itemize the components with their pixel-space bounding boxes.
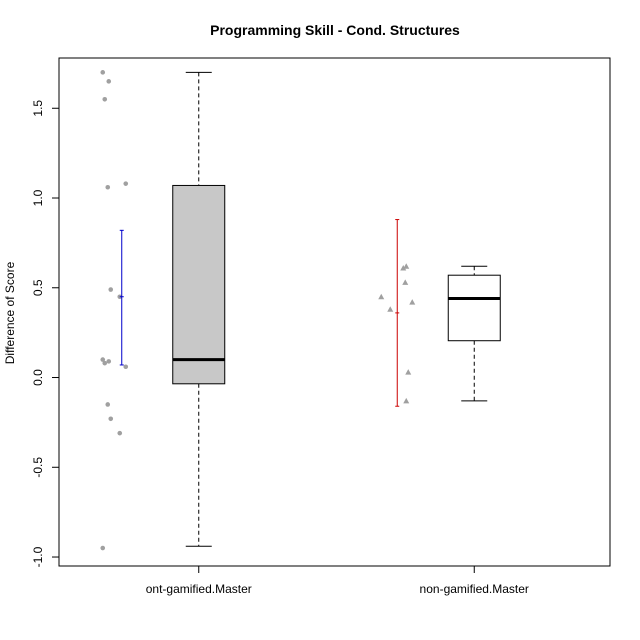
data-point bbox=[400, 265, 407, 271]
x-axis-ticks: ont-gamified.Master non-gamified.Master bbox=[146, 566, 529, 596]
data-point bbox=[378, 293, 385, 300]
data-point bbox=[108, 416, 114, 422]
data-point bbox=[100, 70, 106, 75]
data-point bbox=[105, 184, 111, 190]
data-point bbox=[102, 360, 108, 366]
y-axis-label: Difference of Score bbox=[3, 261, 17, 364]
y-tick-label: 0.5 bbox=[31, 279, 45, 296]
plot-frame bbox=[58, 57, 611, 567]
data-point bbox=[117, 430, 123, 436]
data-point bbox=[108, 287, 114, 292]
data-point bbox=[100, 545, 106, 551]
y-tick-label: 1.0 bbox=[31, 189, 45, 206]
x-tick-label: ont-gamified.Master bbox=[146, 582, 252, 596]
box-groups bbox=[100, 70, 501, 551]
box-group bbox=[378, 219, 501, 407]
data-point bbox=[387, 306, 394, 312]
data-point bbox=[402, 279, 409, 285]
data-point bbox=[409, 299, 416, 305]
box-group bbox=[100, 70, 226, 551]
chart-title: Programming Skill - Cond. Structures bbox=[210, 22, 460, 38]
data-point bbox=[403, 397, 410, 404]
y-tick-label: -0.5 bbox=[31, 457, 45, 478]
data-point bbox=[405, 369, 412, 375]
box bbox=[172, 184, 226, 385]
y-tick-label: -1.0 bbox=[31, 546, 45, 567]
x-tick-label: non-gamified.Master bbox=[420, 582, 529, 596]
data-point bbox=[102, 96, 108, 102]
y-axis-ticks: -1.0 -0.5 0.0 0.5 1.0 1.5 bbox=[31, 100, 59, 567]
data-point bbox=[105, 402, 111, 407]
data-point bbox=[123, 181, 129, 186]
data-point bbox=[106, 79, 112, 84]
data-point bbox=[123, 364, 129, 370]
data-point bbox=[106, 359, 112, 364]
data-point bbox=[100, 357, 106, 362]
box bbox=[447, 274, 501, 342]
data-point bbox=[403, 263, 410, 269]
y-tick-label: 0.0 bbox=[31, 369, 45, 386]
y-tick-label: 1.5 bbox=[31, 100, 45, 117]
